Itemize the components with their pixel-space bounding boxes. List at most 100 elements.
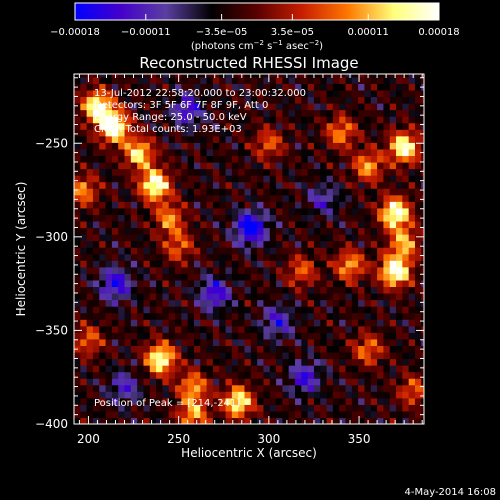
heatmap-cell bbox=[231, 194, 239, 202]
heatmap-cell bbox=[389, 227, 397, 235]
heatmap-cell bbox=[181, 96, 189, 104]
heatmap-cell bbox=[187, 306, 195, 314]
heatmap-cell bbox=[332, 306, 340, 314]
heatmap-cell bbox=[80, 83, 88, 91]
heatmap-cell bbox=[383, 194, 391, 202]
heatmap-cell bbox=[193, 240, 201, 248]
heatmap-cell bbox=[244, 365, 252, 373]
heatmap-cell bbox=[124, 260, 132, 268]
heatmap-cell bbox=[143, 247, 151, 255]
heatmap-cell bbox=[156, 384, 163, 392]
heatmap-cell bbox=[175, 247, 182, 255]
heatmap-cell bbox=[396, 397, 403, 405]
heatmap-cell bbox=[118, 161, 126, 170]
heatmap-cell bbox=[313, 155, 321, 163]
heatmap-cell bbox=[80, 155, 88, 163]
heatmap-cell bbox=[74, 234, 81, 242]
heatmap-cell bbox=[282, 83, 290, 91]
heatmap-cell bbox=[288, 247, 296, 255]
heatmap-cell bbox=[320, 214, 328, 222]
heatmap-cell bbox=[269, 181, 277, 189]
heatmap-cell bbox=[149, 135, 157, 143]
heatmap-cell bbox=[92, 74, 100, 78]
heatmap-cell bbox=[200, 116, 208, 124]
heatmap-cell bbox=[383, 273, 391, 281]
heatmap-cell bbox=[162, 319, 170, 327]
heatmap-cell bbox=[389, 188, 397, 196]
heatmap-cell bbox=[257, 338, 265, 346]
heatmap-cell bbox=[351, 266, 359, 274]
heatmap-cell bbox=[396, 207, 403, 215]
heatmap-cell bbox=[377, 129, 384, 137]
heatmap-cell bbox=[351, 161, 359, 170]
heatmap-cell bbox=[414, 351, 422, 360]
heatmap-cell bbox=[351, 319, 359, 327]
heatmap-cell bbox=[143, 129, 151, 137]
plot-frame bbox=[73, 73, 425, 425]
heatmap-cell bbox=[282, 109, 290, 117]
heatmap-cell bbox=[231, 74, 239, 78]
heatmap-cell bbox=[250, 332, 258, 340]
heatmap-cell bbox=[364, 397, 372, 405]
heatmap-cell bbox=[339, 135, 347, 143]
heatmap-cell bbox=[238, 142, 246, 150]
heatmap-cell bbox=[118, 351, 126, 360]
heatmap-cell bbox=[244, 417, 252, 424]
heatmap-cell bbox=[111, 181, 119, 189]
heatmap-cell bbox=[282, 273, 290, 281]
heatmap-cell bbox=[162, 103, 170, 111]
heatmap-cell bbox=[130, 299, 138, 307]
heatmap-cell bbox=[288, 299, 296, 307]
heatmap-cell bbox=[181, 299, 189, 307]
heatmap-cell bbox=[200, 188, 208, 196]
heatmap-cell bbox=[225, 103, 233, 111]
heatmap-cell bbox=[74, 365, 81, 373]
heatmap-cell bbox=[130, 279, 138, 288]
heatmap-cell bbox=[124, 240, 132, 248]
heatmap-cell bbox=[414, 234, 422, 242]
heatmap-cell bbox=[402, 286, 410, 294]
heatmap-cell bbox=[396, 338, 403, 346]
heatmap-cell bbox=[206, 306, 214, 314]
heatmap-cell bbox=[162, 175, 170, 183]
heatmap-cell bbox=[421, 273, 424, 281]
heatmap-cell bbox=[313, 299, 321, 307]
heatmap-cell bbox=[80, 129, 88, 137]
heatmap-cell bbox=[421, 129, 424, 137]
heatmap-cell bbox=[187, 116, 195, 124]
heatmap-cell bbox=[99, 286, 107, 294]
heatmap-cell bbox=[193, 404, 201, 412]
heatmap-cell bbox=[370, 319, 378, 327]
heatmap-cell bbox=[156, 220, 163, 229]
heatmap-cell bbox=[408, 266, 416, 274]
heatmap-cell bbox=[212, 116, 220, 124]
heatmap-cell bbox=[105, 175, 113, 183]
heatmap-cell bbox=[301, 194, 309, 202]
heatmap-cell bbox=[137, 96, 145, 104]
heatmap-cell bbox=[396, 404, 403, 412]
heatmap-cell bbox=[339, 122, 347, 130]
heatmap-cell bbox=[149, 384, 157, 392]
heatmap-cell bbox=[377, 345, 384, 353]
heatmap-cell bbox=[105, 345, 113, 353]
heatmap-cell bbox=[231, 286, 239, 294]
heatmap-cell bbox=[402, 89, 410, 98]
heatmap-cell bbox=[175, 96, 182, 104]
heatmap-cell bbox=[86, 391, 94, 399]
heatmap-cell bbox=[244, 194, 252, 202]
heatmap-cell bbox=[370, 312, 378, 320]
heatmap-cell bbox=[149, 148, 157, 157]
heatmap-cell bbox=[282, 194, 290, 202]
heatmap-cell bbox=[168, 325, 176, 333]
heatmap-cell bbox=[332, 345, 340, 353]
heatmap-cell bbox=[118, 378, 126, 386]
heatmap-cell bbox=[156, 253, 163, 261]
heatmap-cell bbox=[187, 397, 195, 405]
heatmap-cell bbox=[408, 109, 416, 117]
heatmap-cell bbox=[130, 201, 138, 209]
heatmap-cell bbox=[111, 214, 119, 222]
heatmap-cell bbox=[307, 240, 315, 248]
heatmap-cell bbox=[86, 266, 94, 274]
heatmap-cell bbox=[313, 89, 321, 98]
heatmap-cell bbox=[396, 83, 403, 91]
